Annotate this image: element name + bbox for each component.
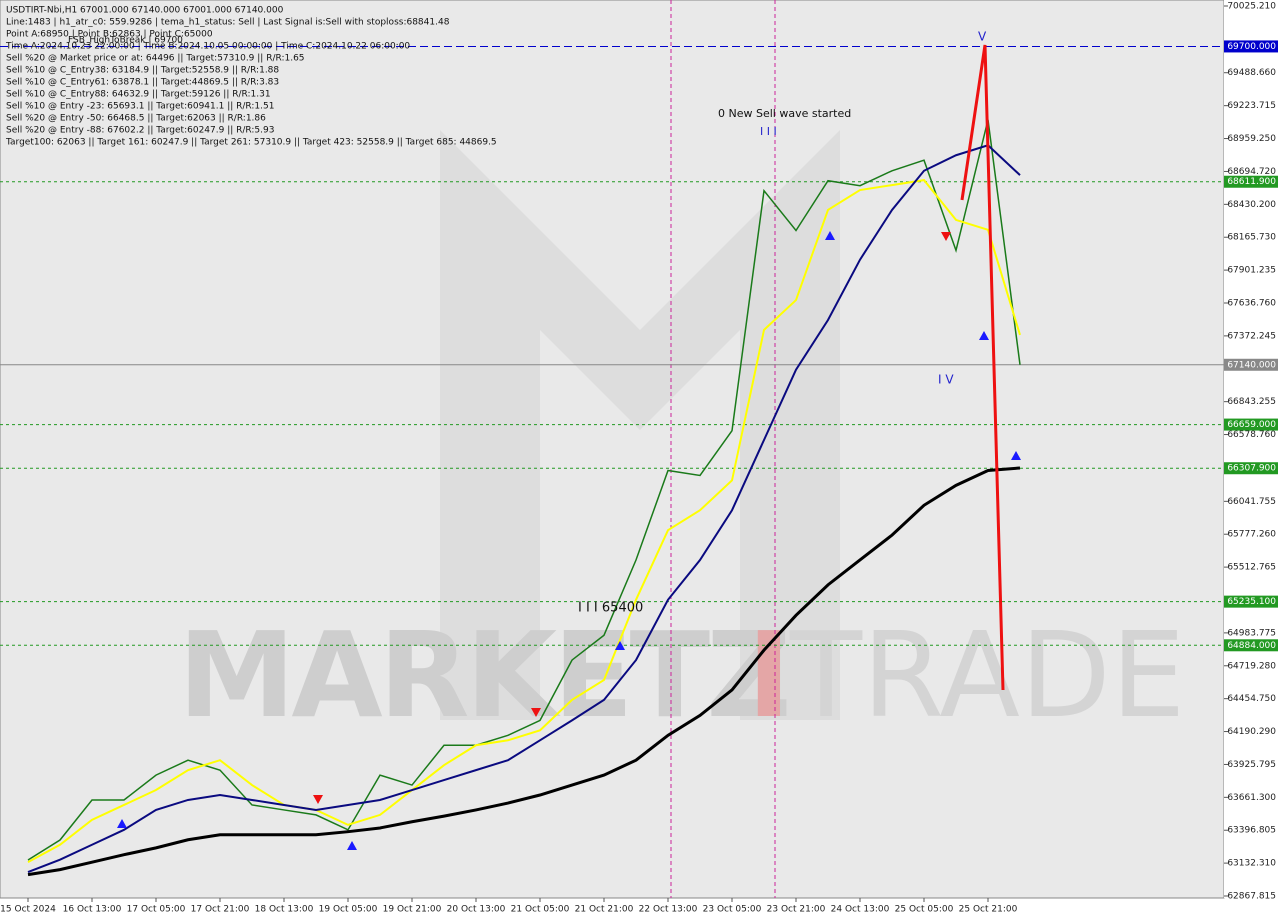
chart-title: USDTIRT-Nbi,H1 67001.000 67140.000 67001… — [6, 6, 284, 16]
info-line: Sell %10 @ Entry -23: 65693.1 || Target:… — [6, 102, 274, 112]
y-tick-label: 67372.245 — [1227, 331, 1276, 341]
info-line: Sell %10 @ C_Entry61: 63878.1 || Target:… — [6, 78, 279, 88]
y-tick-label: 64983.775 — [1227, 628, 1276, 638]
plot-area — [0, 0, 1225, 899]
y-tick-label: 63925.795 — [1227, 760, 1276, 770]
y-tick-label: 64190.290 — [1227, 727, 1276, 737]
y-tick-label: 63396.805 — [1227, 826, 1276, 836]
series-line — [27, 179, 1021, 864]
y-tick-label: 63661.300 — [1227, 793, 1276, 803]
x-tick-label: 25 Oct 21:00 — [959, 905, 1018, 915]
series-line — [27, 466, 1021, 877]
sell-arrow — [941, 232, 951, 241]
annotation: 0 New Sell wave started — [718, 107, 851, 120]
y-tick-label: 64454.750 — [1227, 694, 1276, 704]
info-line: Sell %20 @ Market price or at: 64496 || … — [6, 54, 305, 64]
info-line: Sell %10 @ C_Entry88: 64632.9 || Target:… — [6, 90, 271, 100]
level-label: 67140.000 — [1227, 360, 1276, 370]
watermark-text: MARKETZ — [178, 606, 788, 744]
x-tick-label: 20 Oct 13:00 — [447, 905, 506, 915]
break-label: FSB_HighToBreak | 69700 — [68, 36, 183, 46]
y-tick-label: 67636.760 — [1227, 298, 1276, 308]
level-tag — [1224, 358, 1278, 371]
price-axis — [1224, 0, 1280, 898]
y-tick-label: 69223.715 — [1227, 101, 1276, 111]
x-tick-label: 17 Oct 05:00 — [127, 905, 186, 915]
x-tick-label: 24 Oct 13:00 — [831, 905, 890, 915]
buy-arrow — [615, 641, 625, 650]
x-tick-label: 25 Oct 05:00 — [895, 905, 954, 915]
annotation: V — [978, 30, 987, 44]
level-label: 69700.000 — [1227, 42, 1276, 52]
x-tick-label: 19 Oct 05:00 — [319, 905, 378, 915]
info-line: Sell %20 @ Entry -88: 67602.2 || Target:… — [6, 126, 274, 136]
y-tick-label: 66578.760 — [1227, 430, 1276, 440]
level-tag — [1224, 418, 1278, 431]
x-tick-label: 22 Oct 13:00 — [639, 905, 698, 915]
y-tick-label: 64719.280 — [1227, 661, 1276, 671]
x-tick-label: 21 Oct 21:00 — [575, 905, 634, 915]
series-line — [27, 119, 1021, 861]
buy-arrow — [347, 841, 357, 850]
y-tick-label: 69488.660 — [1227, 68, 1276, 78]
x-tick-label: 18 Oct 13:00 — [255, 905, 314, 915]
buy-arrow — [1011, 451, 1021, 460]
y-tick-label: 68959.250 — [1227, 134, 1276, 144]
annotation: I I I 65400 — [578, 601, 643, 616]
level-label: 66307.900 — [1227, 464, 1276, 474]
level-tag — [1224, 639, 1278, 652]
buy-arrow — [117, 819, 127, 828]
level-tag — [1224, 595, 1278, 608]
y-tick-label: 68430.200 — [1227, 200, 1276, 210]
x-tick-label: 16 Oct 13:00 — [63, 905, 122, 915]
sell-arrow — [313, 795, 323, 804]
y-tick-label: 70025.210 — [1227, 2, 1276, 12]
y-tick-label: 67901.235 — [1227, 266, 1276, 276]
y-tick-label: 66843.255 — [1227, 397, 1276, 407]
info-line: Line:1483 | h1_atr_c0: 559.9286 | tema_h… — [6, 18, 450, 28]
sell-arrow — [531, 708, 541, 717]
y-tick-label: 65512.765 — [1227, 563, 1276, 573]
info-line: Sell %20 @ Entry -50: 66468.5 || Target:… — [6, 114, 266, 124]
buy-arrow — [979, 331, 989, 340]
series-line — [27, 144, 1021, 874]
annotation: I I I — [760, 125, 777, 138]
y-tick-label: 62867.815 — [1227, 892, 1276, 902]
wave-line — [960, 44, 1005, 691]
info-panel: Line:1483 | h1_atr_c0: 559.9286 | tema_h… — [5, 18, 497, 148]
series — [27, 119, 1021, 877]
y-tick-label: 68165.730 — [1227, 233, 1276, 243]
buy-arrow — [825, 231, 835, 240]
level-label: 65235.100 — [1227, 597, 1276, 607]
y-tick-label: 66041.755 — [1227, 497, 1276, 507]
level-tag — [1224, 40, 1278, 53]
annotation: I V — [938, 373, 954, 387]
info-line: Point A:68950 | Point B:62863 | Point C:… — [6, 30, 213, 40]
x-tick-label: 15 Oct 2024 — [0, 905, 56, 915]
y-tick-label: 65777.260 — [1227, 530, 1276, 540]
level-label: 68611.900 — [1227, 177, 1276, 187]
info-line: Sell %10 @ C_Entry38: 63184.9 || Target:… — [6, 66, 279, 76]
level-label: 64884.000 — [1227, 641, 1276, 651]
x-tick-label: 17 Oct 21:00 — [191, 905, 250, 915]
watermark-text: TRADE — [789, 606, 1185, 744]
y-tick-label: 68694.720 — [1227, 167, 1276, 177]
level-tag — [1224, 175, 1278, 188]
level-label: 66659.000 — [1227, 420, 1276, 430]
info-line: Time A:2024.10.23 22:00:00 | Time B:2024… — [5, 42, 410, 52]
watermark-logo — [440, 130, 840, 720]
x-tick-label: 23 Oct 21:00 — [767, 905, 826, 915]
signal-arrows — [117, 231, 1021, 850]
signal-arrows — [313, 232, 951, 804]
x-tick-label: 19 Oct 21:00 — [383, 905, 442, 915]
x-tick-label: 21 Oct 05:00 — [511, 905, 570, 915]
level-tag — [1224, 462, 1278, 475]
watermark: MARKETZ I TRADE — [178, 130, 1185, 744]
info-line: Target100: 62063 || Target 161: 60247.9 … — [5, 138, 497, 148]
y-tick-label: 63132.310 — [1227, 859, 1276, 869]
x-tick-label: 23 Oct 05:00 — [703, 905, 762, 915]
